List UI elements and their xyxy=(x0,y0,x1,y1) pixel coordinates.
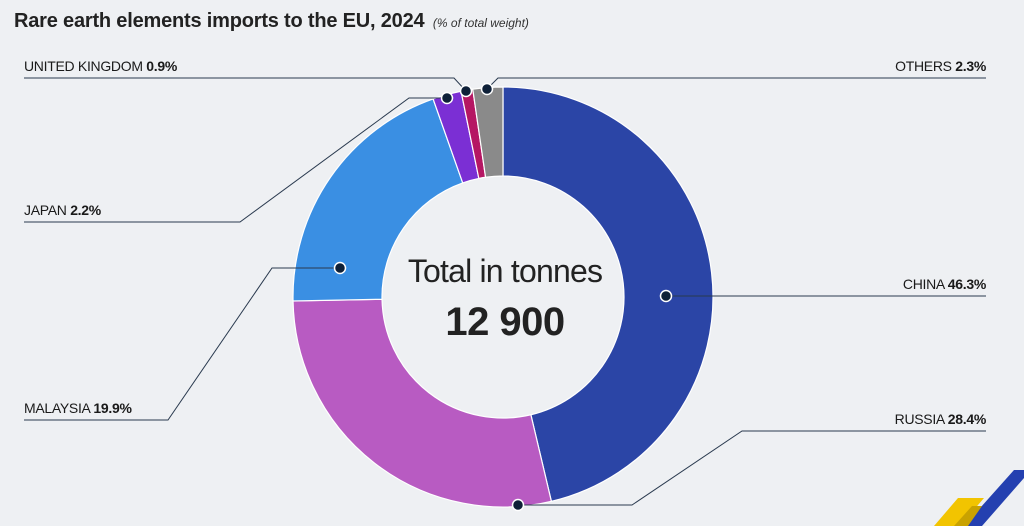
slice-china xyxy=(502,86,714,503)
label-others-name: OTHERS xyxy=(895,58,952,74)
label-united-kingdom: UNITED KINGDOM 0.9% xyxy=(24,58,177,74)
label-others: OTHERS 2.3% xyxy=(895,58,986,74)
label-malaysia-name: MALAYSIA xyxy=(24,400,90,416)
leader-line-malaysia xyxy=(24,267,340,421)
eurostat-logo xyxy=(934,470,1024,526)
label-others-pct: 2.3% xyxy=(955,58,986,74)
leader-line-japan xyxy=(24,97,447,223)
label-malaysia-pct: 19.9% xyxy=(93,400,132,416)
label-japan-name: JAPAN xyxy=(24,202,67,218)
label-japan-pct: 2.2% xyxy=(70,202,101,218)
label-united-kingdom-pct: 0.9% xyxy=(146,58,178,74)
chart-title: Rare earth elements imports to the EU, 2… xyxy=(14,10,425,32)
label-russia: RUSSIA 28.4% xyxy=(894,411,987,427)
logo-shadow-shape xyxy=(954,506,982,526)
chart-subtitle: (% of total weight) xyxy=(432,16,529,30)
leader-dot-china xyxy=(659,289,673,303)
leader-dot-united-kingdom xyxy=(459,84,473,98)
slice-malaysia xyxy=(292,98,464,302)
label-united-kingdom-name: UNITED KINGDOM xyxy=(24,58,143,74)
label-russia-pct: 28.4% xyxy=(947,411,987,427)
leader-dot-malaysia xyxy=(333,261,347,275)
logo-yellow-shape xyxy=(934,498,984,526)
label-malaysia: MALAYSIA 19.9% xyxy=(24,400,132,416)
slice-russia xyxy=(292,298,553,508)
leader-line-others xyxy=(486,77,986,90)
label-japan: JAPAN 2.2% xyxy=(24,202,101,218)
leader-line-russia xyxy=(518,430,986,506)
center-caption: Total in tonnes xyxy=(407,253,603,289)
label-china: CHINA 46.3% xyxy=(903,276,986,292)
leader-dot-russia xyxy=(511,498,525,512)
center-total-value: 12 900 xyxy=(445,300,565,344)
chart-title-block: Rare earth elements imports to the EU, 2… xyxy=(14,10,529,33)
leader-line-united-kingdom xyxy=(24,77,467,92)
label-china-pct: 46.3% xyxy=(947,276,987,292)
leader-dot-others xyxy=(480,82,494,96)
label-russia-name: RUSSIA xyxy=(894,411,945,427)
label-china-name: CHINA xyxy=(902,276,945,292)
leader-dot-japan xyxy=(440,91,454,105)
logo-blue-shape xyxy=(964,470,1024,526)
